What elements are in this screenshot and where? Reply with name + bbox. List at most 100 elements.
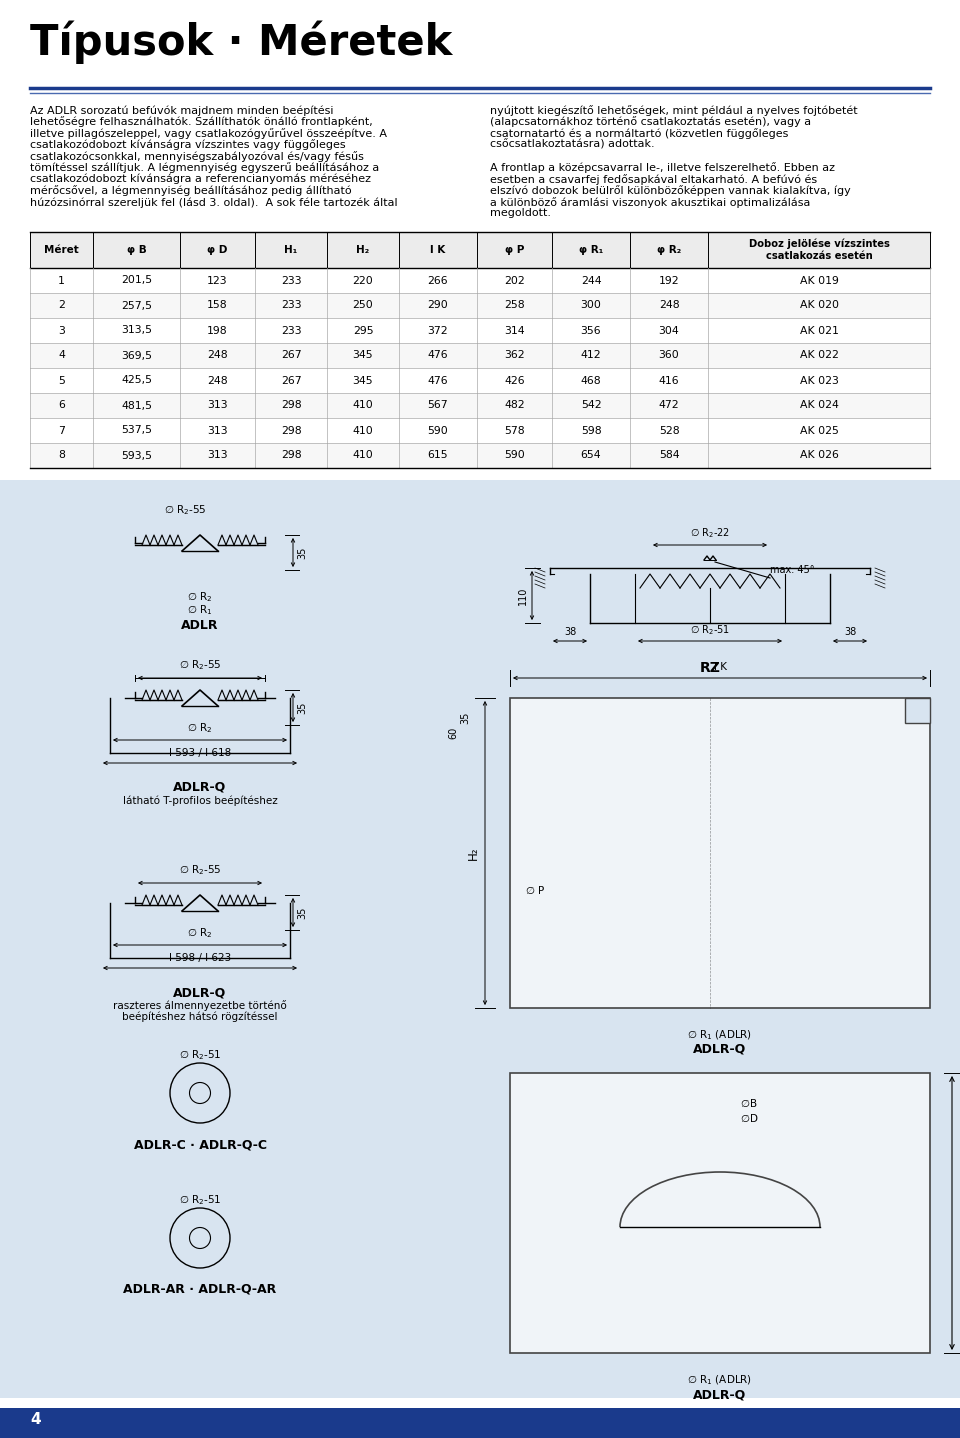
Text: 542: 542 xyxy=(581,401,601,410)
Text: $\varnothing$ R$_2$-51: $\varnothing$ R$_2$-51 xyxy=(179,1048,222,1061)
Text: 654: 654 xyxy=(581,450,601,460)
Text: AK 021: AK 021 xyxy=(800,325,838,335)
Text: 345: 345 xyxy=(352,351,373,361)
Text: 482: 482 xyxy=(504,401,525,410)
Text: AK 020: AK 020 xyxy=(800,301,838,311)
Text: $\varnothing$B: $\varnothing$B xyxy=(740,1097,757,1109)
Text: 410: 410 xyxy=(352,401,373,410)
Text: ADLR-Q: ADLR-Q xyxy=(174,986,227,999)
Text: l 598 / l 623: l 598 / l 623 xyxy=(169,953,231,963)
Text: $\varnothing$ R$_2$: $\varnothing$ R$_2$ xyxy=(187,926,213,940)
Text: 248: 248 xyxy=(659,301,680,311)
Text: $\varnothing$ R$_1$ (ADLR): $\varnothing$ R$_1$ (ADLR) xyxy=(687,1373,753,1386)
Text: 158: 158 xyxy=(207,301,228,311)
Text: RZ: RZ xyxy=(700,661,720,674)
Text: 233: 233 xyxy=(280,325,301,335)
Text: nyújtott kiegészítő lehetőségek, mint például a nyelves fojtóbetét: nyújtott kiegészítő lehetőségek, mint pé… xyxy=(490,105,857,116)
Text: csatlakozódobozt kívánságra a referencianyomás méréséhez: csatlakozódobozt kívánságra a referencia… xyxy=(30,174,371,184)
Text: 578: 578 xyxy=(504,426,525,436)
Text: mérőcsővel, a légmennyiség beállításához pedig állítható: mérőcsővel, a légmennyiség beállításához… xyxy=(30,186,351,197)
Text: $\varnothing$ R$_2$-51: $\varnothing$ R$_2$-51 xyxy=(179,1194,222,1206)
Text: 481,5: 481,5 xyxy=(121,401,152,410)
Bar xyxy=(510,1073,930,1353)
Text: raszteres álmennyezetbe történő: raszteres álmennyezetbe történő xyxy=(113,999,287,1011)
Text: l 593 / l 618: l 593 / l 618 xyxy=(169,748,231,758)
Text: 267: 267 xyxy=(280,351,301,361)
Text: Az ADLR sorozatú befúvók majdnem minden beépítési: Az ADLR sorozatú befúvók majdnem minden … xyxy=(30,105,333,115)
Text: csatlakozódobozt kívánságra vízszintes vagy függőleges: csatlakozódobozt kívánságra vízszintes v… xyxy=(30,139,346,151)
Text: AK 023: AK 023 xyxy=(800,375,838,385)
Text: φ B: φ B xyxy=(127,244,146,255)
Text: 372: 372 xyxy=(428,325,448,335)
Text: 593,5: 593,5 xyxy=(121,450,152,460)
Text: ADLR-Q: ADLR-Q xyxy=(174,781,227,794)
Bar xyxy=(0,1408,960,1438)
Text: 60: 60 xyxy=(448,726,458,739)
Bar xyxy=(30,267,930,293)
Text: 410: 410 xyxy=(352,450,373,460)
Text: 416: 416 xyxy=(659,375,680,385)
Text: 590: 590 xyxy=(427,426,448,436)
Text: A frontlap a középcsavarral le-, illetve felszerelhető. Ebben az: A frontlap a középcsavarral le-, illetve… xyxy=(490,162,835,174)
Text: 476: 476 xyxy=(428,351,448,361)
Text: 250: 250 xyxy=(352,301,373,311)
Text: l K: l K xyxy=(713,661,727,672)
Text: AK 022: AK 022 xyxy=(800,351,838,361)
Text: 8: 8 xyxy=(58,450,65,460)
Text: 468: 468 xyxy=(581,375,601,385)
Text: 345: 345 xyxy=(352,375,373,385)
Bar xyxy=(30,418,930,443)
Text: 7: 7 xyxy=(58,426,65,436)
Text: lehetőségre felhasználhatók. Szállíthatók önálló frontlapként,: lehetőségre felhasználhatók. Szállítható… xyxy=(30,116,372,128)
Text: 425,5: 425,5 xyxy=(121,375,152,385)
Text: 615: 615 xyxy=(428,450,448,460)
Text: látható T-profilos beépítéshez: látható T-profilos beépítéshez xyxy=(123,795,277,805)
Bar xyxy=(30,232,930,267)
Text: 313: 313 xyxy=(207,450,228,460)
Text: $\varnothing$D: $\varnothing$D xyxy=(740,1112,758,1125)
Text: AK 026: AK 026 xyxy=(800,450,838,460)
Text: 257,5: 257,5 xyxy=(121,301,152,311)
Bar xyxy=(905,697,930,723)
Text: 202: 202 xyxy=(504,276,525,286)
Text: 233: 233 xyxy=(280,301,301,311)
Text: AK 024: AK 024 xyxy=(800,401,838,410)
Text: csatornatartó és a normáltartó (közvetlen függőleges: csatornatartó és a normáltartó (közvetle… xyxy=(490,128,788,139)
Text: megoldott.: megoldott. xyxy=(490,209,551,219)
Text: 356: 356 xyxy=(581,325,601,335)
Text: $\varnothing$ R$_2$-22: $\varnothing$ R$_2$-22 xyxy=(690,526,730,541)
Text: 537,5: 537,5 xyxy=(121,426,152,436)
Bar xyxy=(30,393,930,418)
Text: 426: 426 xyxy=(504,375,525,385)
Text: φ P: φ P xyxy=(505,244,524,255)
Text: 476: 476 xyxy=(428,375,448,385)
Text: AK 019: AK 019 xyxy=(800,276,838,286)
Bar xyxy=(0,480,960,1398)
Text: 220: 220 xyxy=(352,276,373,286)
Text: beépítéshez hátsó rögzítéssel: beépítéshez hátsó rögzítéssel xyxy=(122,1012,277,1022)
Text: 313: 313 xyxy=(207,401,228,410)
Text: 528: 528 xyxy=(659,426,680,436)
Text: 298: 298 xyxy=(280,426,301,436)
Text: 314: 314 xyxy=(504,325,525,335)
Text: 248: 248 xyxy=(207,351,228,361)
Text: esetben a csavarfej fedősapkával eltakarható. A befúvó és: esetben a csavarfej fedősapkával eltakar… xyxy=(490,174,817,186)
Text: ADLR-Q: ADLR-Q xyxy=(693,1388,747,1401)
Text: $\varnothing$ R$_2$-55: $\varnothing$ R$_2$-55 xyxy=(179,863,222,877)
Text: 290: 290 xyxy=(427,301,448,311)
Text: húzózsinórral szereljük fel (lásd 3. oldal).  A sok féle tartozék által: húzózsinórral szereljük fel (lásd 3. old… xyxy=(30,197,397,207)
Text: 4: 4 xyxy=(30,1412,40,1428)
Text: 123: 123 xyxy=(207,276,228,286)
Text: 35: 35 xyxy=(297,546,307,559)
Text: 35: 35 xyxy=(297,906,307,919)
Bar xyxy=(510,697,930,1008)
Text: csőcsatlakoztatásra) adottak.: csőcsatlakoztatásra) adottak. xyxy=(490,139,655,150)
Text: $\varnothing$ R$_2$: $\varnothing$ R$_2$ xyxy=(187,722,213,735)
Text: φ R₁: φ R₁ xyxy=(579,244,603,255)
Text: 110: 110 xyxy=(518,587,528,605)
Text: 5: 5 xyxy=(58,375,65,385)
Text: csatlakozócsonkkal, mennyiségszabályozóval és/vagy fésűs: csatlakozócsonkkal, mennyiségszabályozóv… xyxy=(30,151,364,162)
Text: ADLR-C · ADLR-Q-C: ADLR-C · ADLR-Q-C xyxy=(133,1137,267,1150)
Text: 313: 313 xyxy=(207,426,228,436)
Text: 362: 362 xyxy=(504,351,525,361)
